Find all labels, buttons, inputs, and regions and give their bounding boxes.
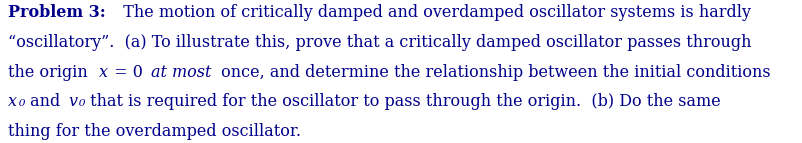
Text: ₀: ₀ [78,93,84,110]
Text: The motion of critically damped and overdamped oscillator systems is hardly: The motion of critically damped and over… [113,4,751,21]
Text: v: v [68,93,77,110]
Text: that is required for the oscillator to pass through the origin.  (b) Do the same: that is required for the oscillator to p… [84,93,719,110]
Text: at most: at most [151,63,211,81]
Text: x: x [99,63,108,81]
Text: = 0: = 0 [109,63,148,81]
Text: Problem 3:: Problem 3: [8,4,106,21]
Text: ₀: ₀ [18,93,24,110]
Text: thing for the overdamped oscillator.: thing for the overdamped oscillator. [8,123,301,140]
Text: x: x [8,93,17,110]
Text: and: and [25,93,65,110]
Text: once, and determine the relationship between the initial conditions: once, and determine the relationship bet… [216,63,770,81]
Text: the origin: the origin [8,63,93,81]
Text: “oscillatory”.  (a) To illustrate this, prove that a critically damped oscillato: “oscillatory”. (a) To illustrate this, p… [8,34,751,51]
